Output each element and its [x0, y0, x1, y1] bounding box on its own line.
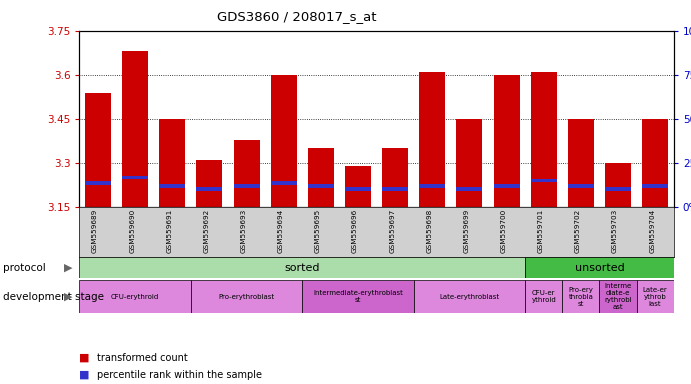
Bar	[85, 182, 111, 185]
Bar	[599, 280, 636, 313]
Text: GSM559692: GSM559692	[203, 209, 209, 253]
Bar	[271, 75, 296, 207]
Text: GSM559702: GSM559702	[575, 209, 581, 253]
Text: GSM559698: GSM559698	[426, 209, 433, 253]
Text: GSM559700: GSM559700	[500, 209, 507, 253]
Bar	[568, 184, 594, 188]
Text: Late-er
ythrob
last: Late-er ythrob last	[643, 286, 668, 307]
Text: GSM559693: GSM559693	[240, 209, 247, 253]
Bar	[605, 163, 631, 207]
Bar	[122, 51, 148, 207]
Text: ▶: ▶	[64, 263, 73, 273]
Text: ■: ■	[79, 370, 90, 380]
Bar	[196, 187, 223, 191]
Text: GSM559689: GSM559689	[92, 209, 98, 253]
Text: Interme
diate-e
rythrobl
ast: Interme diate-e rythrobl ast	[604, 283, 632, 310]
Bar	[419, 184, 445, 188]
Text: CFU-erythroid: CFU-erythroid	[111, 294, 160, 300]
Bar	[642, 184, 668, 188]
Text: GSM559697: GSM559697	[389, 209, 395, 253]
Bar	[382, 149, 408, 207]
Bar	[525, 280, 562, 313]
Text: GSM559704: GSM559704	[649, 209, 655, 253]
Text: transformed count: transformed count	[97, 353, 187, 363]
Bar	[562, 280, 599, 313]
Bar	[419, 72, 445, 207]
Text: GSM559696: GSM559696	[352, 209, 358, 253]
Bar	[531, 72, 557, 207]
Bar	[234, 184, 260, 188]
Text: Pro-ery
throbla
st: Pro-ery throbla st	[569, 286, 594, 307]
Bar	[191, 280, 302, 313]
Text: GSM559691: GSM559691	[167, 209, 172, 253]
Text: GSM559703: GSM559703	[612, 209, 618, 253]
Text: GSM559694: GSM559694	[278, 209, 284, 253]
Bar	[196, 160, 223, 207]
Text: GSM559699: GSM559699	[464, 209, 469, 253]
Text: GSM559695: GSM559695	[315, 209, 321, 253]
Bar	[160, 119, 185, 207]
Bar	[308, 149, 334, 207]
Text: development stage: development stage	[3, 291, 104, 302]
Bar	[525, 257, 674, 278]
Bar	[382, 187, 408, 191]
Bar	[642, 119, 668, 207]
Text: unsorted: unsorted	[575, 263, 624, 273]
Text: GDS3860 / 208017_s_at: GDS3860 / 208017_s_at	[218, 10, 377, 23]
Bar	[345, 187, 371, 191]
Text: Late-erythroblast: Late-erythroblast	[439, 294, 500, 300]
Bar	[457, 119, 482, 207]
Text: percentile rank within the sample: percentile rank within the sample	[97, 370, 262, 380]
Bar	[271, 182, 296, 185]
Text: sorted: sorted	[285, 263, 320, 273]
Text: GSM559701: GSM559701	[538, 209, 544, 253]
Bar	[457, 187, 482, 191]
Text: protocol: protocol	[3, 263, 46, 273]
Bar	[85, 93, 111, 207]
Bar	[414, 280, 525, 313]
Text: Intermediate-erythroblast
st: Intermediate-erythroblast st	[313, 290, 403, 303]
Bar	[568, 119, 594, 207]
Bar	[605, 187, 631, 191]
Bar	[531, 179, 557, 182]
Bar	[636, 280, 674, 313]
Text: ■: ■	[79, 353, 90, 363]
Bar	[79, 257, 525, 278]
Bar	[493, 75, 520, 207]
Bar	[493, 184, 520, 188]
Text: GSM559690: GSM559690	[129, 209, 135, 253]
Bar	[160, 184, 185, 188]
Text: CFU-er
ythroid: CFU-er ythroid	[531, 290, 556, 303]
Bar	[302, 280, 414, 313]
Bar	[308, 184, 334, 188]
Bar	[79, 280, 191, 313]
Bar	[234, 140, 260, 207]
Text: Pro-erythroblast: Pro-erythroblast	[218, 294, 274, 300]
Text: ▶: ▶	[64, 291, 73, 302]
Bar	[345, 166, 371, 207]
Bar	[122, 175, 148, 179]
